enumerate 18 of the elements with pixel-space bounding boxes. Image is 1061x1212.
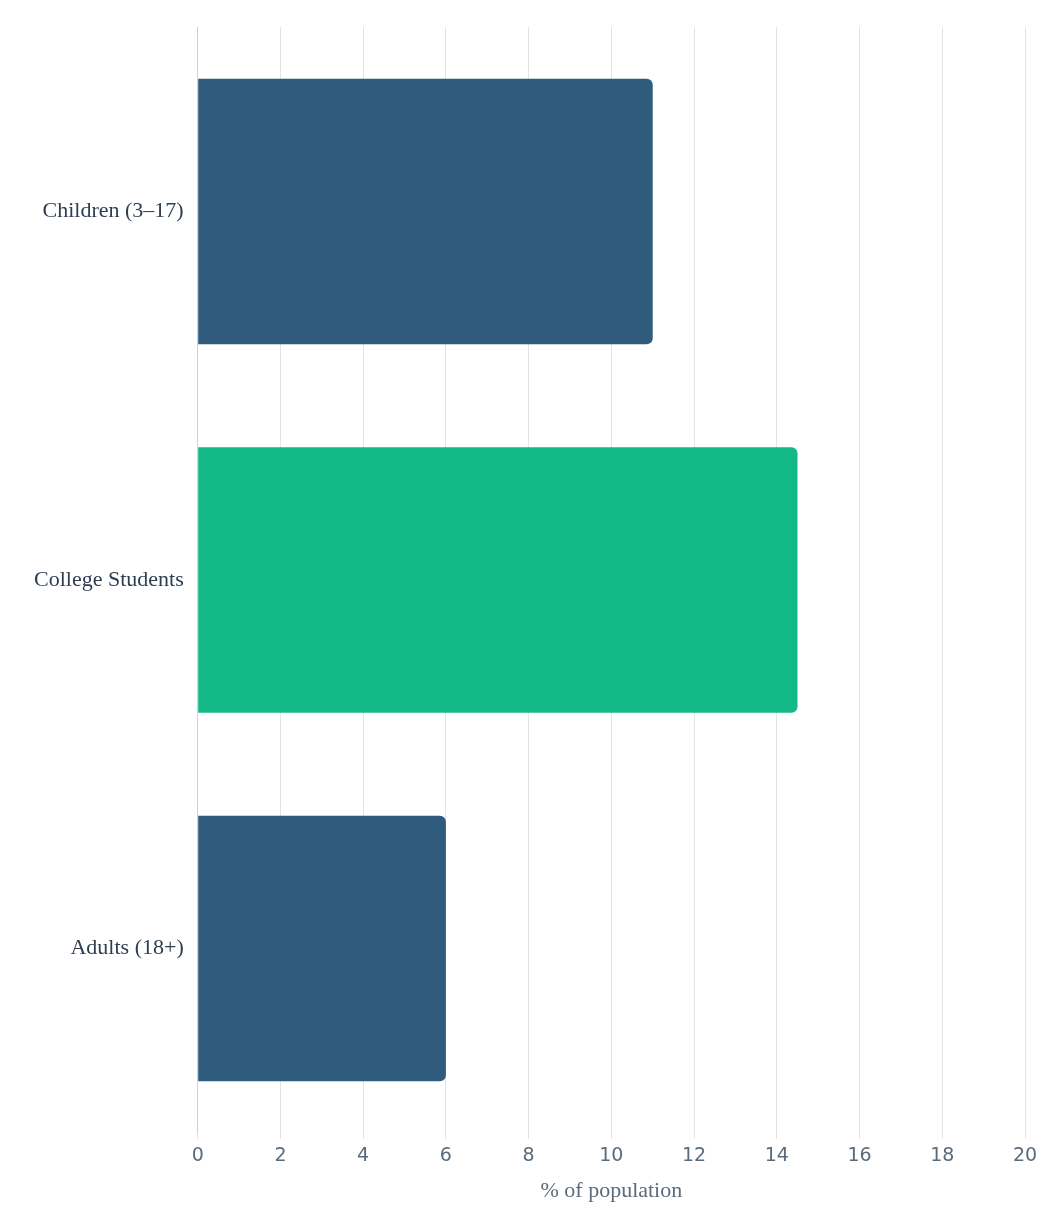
bar <box>198 78 653 345</box>
x-tick-label: 20 <box>1012 1143 1038 1166</box>
bar <box>198 447 798 713</box>
y-tick-label: Adults (18+) <box>70 934 184 960</box>
x-tick-label: 2 <box>274 1143 287 1166</box>
x-tick-label: 4 <box>357 1143 370 1166</box>
x-axis-title: % of population <box>540 1176 683 1202</box>
y-tick-label: College Students <box>34 565 184 591</box>
x-tick-label: 18 <box>930 1143 955 1166</box>
x-tick-label: 0 <box>191 1143 204 1166</box>
x-tick-label: 14 <box>764 1143 789 1166</box>
x-tick-label: 10 <box>599 1143 624 1166</box>
y-tick-label: Children (3–17) <box>42 197 184 223</box>
x-tick-label: 6 <box>439 1143 452 1166</box>
x-tick-label: 16 <box>847 1143 872 1166</box>
bar <box>198 815 446 1082</box>
x-tick-label: 8 <box>522 1143 535 1166</box>
x-tick-label: 12 <box>681 1143 707 1166</box>
